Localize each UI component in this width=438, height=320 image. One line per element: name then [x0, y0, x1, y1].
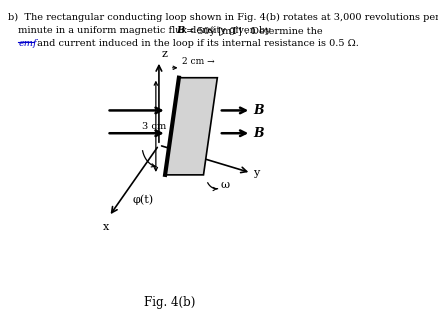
- Text: B: B: [254, 104, 264, 117]
- Text: Fig. 4(b): Fig. 4(b): [144, 296, 195, 309]
- Text: and current induced in the loop if its internal resistance is 0.5 Ω.: and current induced in the loop if its i…: [35, 39, 359, 48]
- Text: b)  The rectangular conducting loop shown in Fig. 4(b) rotates at 3,000 revoluti: b) The rectangular conducting loop shown…: [7, 13, 438, 22]
- Text: B: B: [177, 26, 185, 35]
- Text: emf: emf: [18, 39, 37, 48]
- Text: = 50ŷ [mT] . Determine the: = 50ŷ [mT] . Determine the: [183, 26, 322, 36]
- Text: minute in a uniform magnetic flux density given by: minute in a uniform magnetic flux densit…: [18, 26, 274, 35]
- Text: 2 cm →: 2 cm →: [182, 57, 215, 66]
- Text: ω: ω: [220, 180, 230, 190]
- Text: B: B: [254, 127, 264, 140]
- Polygon shape: [165, 78, 217, 175]
- Text: φ(t): φ(t): [132, 195, 153, 205]
- Text: 3 cm: 3 cm: [142, 122, 166, 131]
- Text: x: x: [103, 222, 109, 232]
- Text: y: y: [254, 168, 260, 178]
- Text: z: z: [161, 49, 167, 59]
